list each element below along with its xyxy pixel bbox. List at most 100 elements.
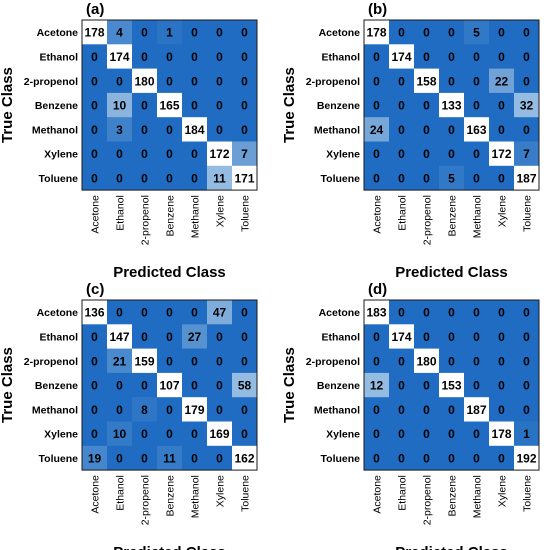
x-tick-label: Xylene <box>497 195 509 227</box>
cell-value: 0 <box>91 147 98 161</box>
cell-value: 0 <box>523 379 530 393</box>
cell-value: 0 <box>373 99 380 113</box>
matrix-cell <box>489 141 515 167</box>
matrix-cell <box>389 445 415 471</box>
cell-value: 0 <box>91 427 98 441</box>
matrix-cell <box>132 445 158 471</box>
matrix-cell <box>364 68 390 94</box>
x-axis-title: Predicted Class <box>395 544 508 550</box>
matrix-cell <box>489 92 515 118</box>
matrix-cell <box>464 324 490 349</box>
matrix-cell <box>82 92 108 118</box>
cell-value: 162 <box>234 451 254 465</box>
matrix-cell <box>414 20 440 45</box>
y-tick-label: Methanol <box>32 404 78 416</box>
matrix-cell <box>414 372 440 398</box>
matrix-cell <box>414 92 440 118</box>
x-tick-label: 2-propenol <box>140 475 152 525</box>
y-tick-label: Toluene <box>321 453 361 465</box>
matrix-cell <box>107 141 133 167</box>
matrix-border <box>363 299 540 471</box>
matrix-cell <box>182 445 208 471</box>
cell-value: 0 <box>523 123 530 137</box>
cell-value: 3 <box>116 123 123 137</box>
cell-value: 147 <box>109 330 129 344</box>
matrix-cell <box>82 117 108 142</box>
cell-value: 0 <box>498 123 505 137</box>
cell-value: 0 <box>398 99 405 113</box>
cell-value: 174 <box>109 50 129 64</box>
matrix-cell <box>232 68 258 94</box>
cell-value: 0 <box>398 26 405 40</box>
cell-value: 0 <box>423 99 430 113</box>
cell-value: 0 <box>116 171 123 185</box>
cell-value: 0 <box>423 123 430 137</box>
cell-value: 0 <box>423 171 430 185</box>
matrix-cell <box>514 397 540 422</box>
cell-value: 10 <box>113 99 127 113</box>
matrix-cell <box>514 445 540 471</box>
matrix-cell <box>157 141 183 167</box>
cell-value: 0 <box>216 50 223 64</box>
matrix-cell <box>107 165 133 191</box>
cell-value: 0 <box>423 50 430 64</box>
cell-value: 0 <box>191 50 198 64</box>
cell-value: 8 <box>141 403 148 417</box>
y-tick-label: Benzene <box>317 100 360 112</box>
cell-value: 133 <box>441 99 461 113</box>
matrix-cell <box>414 300 440 325</box>
matrix-cell <box>414 68 440 94</box>
cell-value: 0 <box>423 427 430 441</box>
cell-value: 0 <box>166 123 173 137</box>
matrix-cell <box>414 348 440 374</box>
matrix-cell <box>132 117 158 142</box>
y-tick-label: Acetone <box>319 27 361 39</box>
matrix-cell <box>182 324 208 349</box>
cell-value: 5 <box>473 26 480 40</box>
cell-value: 0 <box>448 26 455 40</box>
x-tick-label: Ethanol <box>115 195 127 231</box>
cell-value: 0 <box>241 306 248 320</box>
matrix-cell <box>232 44 258 69</box>
matrix-cell <box>439 165 465 191</box>
cell-value: 0 <box>498 379 505 393</box>
x-tick-label: Ethanol <box>397 195 409 231</box>
matrix-cell <box>439 141 465 167</box>
x-tick-label: Toluene <box>522 475 534 512</box>
matrix-cell <box>182 397 208 422</box>
confusion-matrix-panel: 136 0 0 0 0 47 0 0 147 0 0 27 0 0 0 21 159 0 0 0 0 0 0 0 107 0 0 58… <box>0 281 258 550</box>
cell-value: 0 <box>448 123 455 137</box>
matrix-cell <box>489 300 515 325</box>
y-tick-label: Methanol <box>32 124 78 136</box>
cell-value: 0 <box>141 171 148 185</box>
cell-value: 0 <box>373 403 380 417</box>
matrix-cell <box>107 20 133 45</box>
cell-value: 0 <box>91 74 98 88</box>
cell-value: 0 <box>191 147 198 161</box>
matrix-cell <box>82 300 108 325</box>
x-tick-label: Acetone <box>372 195 384 234</box>
matrix-cell <box>207 165 233 191</box>
matrix-cell <box>232 117 258 142</box>
cell-value: 0 <box>423 451 430 465</box>
matrix-cell <box>207 141 233 167</box>
matrix-cell <box>364 397 390 422</box>
cell-value: 0 <box>498 403 505 417</box>
x-tick-label: Toluene <box>240 195 252 232</box>
matrix-cell <box>132 324 158 349</box>
matrix-cell <box>439 397 465 422</box>
matrix-cell <box>232 445 258 471</box>
cell-value: 0 <box>166 403 173 417</box>
cell-value: 0 <box>448 451 455 465</box>
matrix-cell <box>414 445 440 471</box>
matrix-cell <box>364 445 390 471</box>
cell-value: 0 <box>116 74 123 88</box>
matrix-cell <box>182 421 208 447</box>
matrix-cell <box>132 20 158 45</box>
matrix-cell <box>207 117 233 142</box>
cell-value: 0 <box>473 330 480 344</box>
matrix-cell <box>207 20 233 45</box>
confusion-matrix-panel: 183 0 0 0 0 0 0 0 174 0 0 0 0 0 0 0 180 0 0 0 0 12 0 0 153 0 0 0 0 0 0… <box>281 281 540 550</box>
matrix-cell <box>514 300 540 325</box>
